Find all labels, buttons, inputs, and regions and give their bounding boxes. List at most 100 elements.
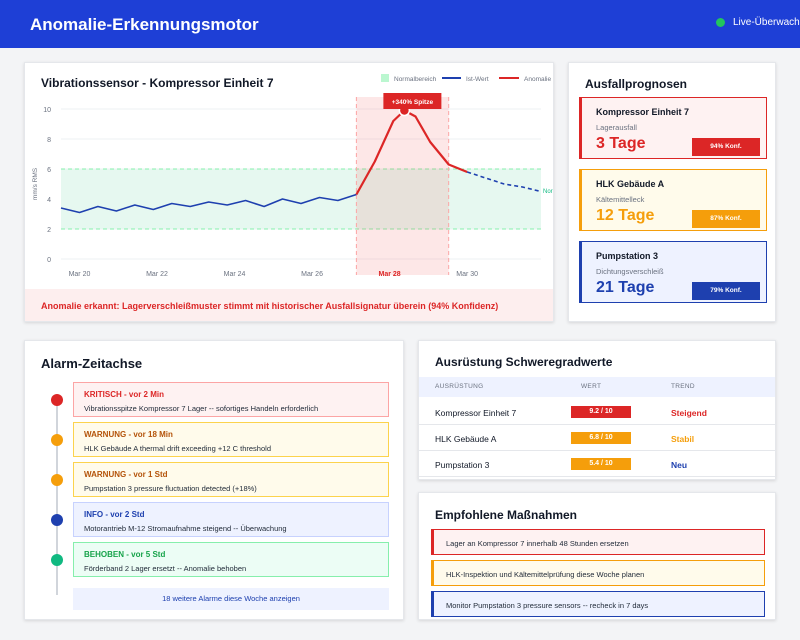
series-actual-line (60, 193, 357, 214)
y-tick-label: 10 (43, 107, 51, 114)
x-tick-label: Mar 26 (301, 271, 323, 278)
failure-prognosis-card: Ausfallprognosen Kompressor Einheit 7 Lag… (568, 62, 776, 322)
prognosis-failure-type: Kältemittelleck (596, 195, 645, 204)
y-axis-label: mm/s RMS (32, 167, 39, 200)
equipment-table-row[interactable]: HLK Gebäude A 6.8 / 10 Stabil (419, 425, 775, 451)
severity-score-badge: 6.8 / 10 (571, 432, 631, 444)
vibration-chart-card: Vibrationssensor - Kompressor Einheit 7 … (24, 62, 554, 322)
prognosis-days-remaining: 12 Tage (596, 207, 655, 224)
spike-label-text: +340% Spitze (392, 99, 434, 106)
timeline-title: Alarm-Zeitachse (41, 356, 143, 371)
timeline-alarm-item[interactable]: BEHOBEN - vor 5 Std Förderband 2 Lager er… (73, 542, 389, 577)
normal-label: Normal (543, 189, 554, 195)
prognosis-equipment-name: Kompressor Einheit 7 (596, 107, 690, 117)
prognosis-equipment-name: HLK Gebäude A (596, 179, 665, 189)
x-tick-label: Mar 20 (69, 271, 91, 278)
chart-title: Vibrationssensor - Kompressor Einheit 7 (41, 76, 274, 90)
anomaly-alert-text: Anomalie erkannt: Lagerverschleißmuster … (41, 301, 499, 311)
timeline-dot-icon (51, 514, 63, 526)
chart-legend: Normalbereich Ist-Wert Anomalie (381, 74, 551, 83)
timeline-alarm-item[interactable]: WARNUNG - vor 18 Min HLK Gebäude A therma… (73, 422, 389, 457)
alarm-message: Pumpstation 3 pressure fluctuation detec… (84, 484, 257, 493)
column-header-trend: TREND (671, 383, 695, 390)
equipment-name: Pumpstation 3 (435, 460, 490, 470)
action-text: Lager an Kompressor 7 innerhalb 48 Stund… (446, 539, 629, 548)
spike-label-badge (383, 93, 442, 109)
equipment-name: HLK Gebäude A (435, 434, 497, 444)
severity-score-badge: 9.2 / 10 (571, 406, 631, 418)
live-status-dot-icon (716, 18, 725, 27)
y-tick-label: 4 (47, 197, 51, 204)
normal-range-band (61, 169, 541, 229)
timeline-dot-icon (51, 434, 63, 446)
timeline-track (56, 395, 58, 595)
prognosis-failure-type: Dichtungsverschleiß (596, 267, 664, 276)
recommended-action-item[interactable]: HLK-Inspektion und Kältemittelprüfung di… (431, 560, 765, 586)
anomaly-alert-banner: Anomalie erkannt: Lagerverschleißmuster … (25, 289, 553, 321)
timeline-dot-icon (51, 554, 63, 566)
prognosis-title: Ausfallprognosen (585, 77, 688, 91)
series-anomaly-line (355, 109, 468, 196)
actions-title: Empfohlene Maßnahmen (435, 508, 578, 522)
alarm-severity-time: BEHOBEN - vor 5 Std (84, 550, 166, 559)
severity-trend: Steigend (671, 408, 707, 418)
prognosis-item[interactable]: Kompressor Einheit 7 Lagerausfall 3 Tage 94… (579, 97, 767, 159)
y-tick-label: 0 (47, 257, 51, 264)
action-text: Monitor Pumpstation 3 pressure sensors -… (446, 601, 649, 610)
x-tick-label: Mar 22 (146, 271, 168, 278)
prognosis-equipment-name: Pumpstation 3 (596, 251, 659, 261)
prognosis-failure-type: Lagerausfall (596, 123, 637, 132)
legend-normal-swatch (381, 74, 389, 82)
x-tick-label: Mar 28 (379, 271, 401, 278)
alarm-message: Vibrationsspitze Kompressor 7 Lager -- s… (84, 404, 319, 413)
recommended-actions-card: Empfohlene Maßnahmen Lager an Kompressor… (418, 492, 776, 620)
severity-trend: Stabil (671, 434, 695, 444)
app-header: Anomalie-Erkennungsmotor Live-Überwachun… (0, 0, 800, 48)
prognosis-days-remaining: 21 Tage (596, 279, 655, 296)
prognosis-item[interactable]: Pumpstation 3 Dichtungsverschleiß 21 Tage 7… (579, 241, 767, 303)
timeline-alarm-item[interactable]: WARNUNG - vor 1 Std Pumpstation 3 pressur… (73, 462, 389, 497)
alarm-severity-time: INFO - vor 2 Std (84, 510, 145, 519)
show-more-alarms-button[interactable]: 18 weitere Alarme diese Woche anzeigen (73, 588, 389, 610)
prognosis-days-remaining: 3 Tage (596, 135, 646, 152)
action-text: HLK-Inspektion und Kältemittelprüfung di… (446, 570, 645, 579)
anomaly-window-highlight (356, 97, 449, 275)
alarm-message: Motorantrieb M-12 Stromaufnahme steigend… (84, 524, 287, 533)
y-tick-label: 6 (47, 167, 51, 174)
legend-anomaly-label: Anomalie (524, 76, 551, 83)
legend-actual-label: Ist-Wert (466, 76, 489, 83)
equipment-table-row[interactable]: Pumpstation 3 5.4 / 10 Neu (419, 451, 775, 477)
severity-score-badge: 5.4 / 10 (571, 458, 631, 470)
y-tick-label: 2 (47, 227, 51, 234)
timeline-dot-icon (51, 394, 63, 406)
equipment-name: Kompressor Einheit 7 (435, 408, 517, 418)
prognosis-item[interactable]: HLK Gebäude A Kältemittelleck 12 Tage 87% K… (579, 169, 767, 231)
timeline-dot-icon (51, 474, 63, 486)
alarm-message: Förderband 2 Lager ersetzt -- Anomalie b… (84, 564, 247, 573)
chart-plot-area: 0 2 4 6 8 10 mm/s RMS Mar 20 Mar 22 Mar 24 Mar 26 M… (32, 93, 554, 278)
column-header-equipment: AUSRÜSTUNG (435, 383, 484, 390)
series-forecast-line (466, 171, 542, 193)
equipment-title: Ausrüstung Schweregradwerte (435, 355, 613, 369)
y-tick-label: 8 (47, 137, 51, 144)
recommended-action-item[interactable]: Lager an Kompressor 7 innerhalb 48 Stund… (431, 529, 765, 555)
x-tick-label: Mar 30 (456, 271, 478, 278)
equipment-table-row[interactable]: Kompressor Einheit 7 9.2 / 10 Steigend (419, 399, 775, 425)
equipment-severity-card: Ausrüstung Schweregradwerte AUSRÜSTUNG W… (418, 340, 776, 480)
timeline-alarm-item[interactable]: INFO - vor 2 Std Motorantrieb M-12 Stroma… (73, 502, 389, 537)
column-header-score: WERT (581, 383, 602, 390)
legend-normal-label: Normalbereich (394, 76, 437, 83)
app-title: Anomalie-Erkennungsmotor (30, 15, 259, 34)
alarm-timeline-card: Alarm-Zeitachse KRITISCH - vor 2 Min Vibr… (24, 340, 404, 620)
timeline-alarm-item[interactable]: KRITISCH - vor 2 Min Vibrationsspitze Kom… (73, 382, 389, 417)
recommended-action-item[interactable]: Monitor Pumpstation 3 pressure sensors -… (431, 591, 765, 617)
prognosis-confidence-badge: 87% Konf. (692, 210, 760, 228)
live-status: Live-Überwachung (716, 17, 800, 28)
live-status-label: Live-Überwachung (733, 17, 800, 28)
vibration-chart: Vibrationssensor - Kompressor Einheit 7 … (32, 74, 554, 278)
prognosis-confidence-badge: 79% Konf. (692, 282, 760, 300)
equipment-table-header: AUSRÜSTUNG WERT TREND (419, 377, 775, 397)
x-tick-label: Mar 24 (224, 271, 246, 278)
alarm-severity-time: KRITISCH - vor 2 Min (84, 390, 165, 399)
prognosis-confidence-badge: 94% Konf. (692, 138, 760, 156)
